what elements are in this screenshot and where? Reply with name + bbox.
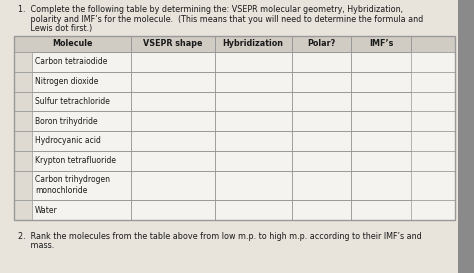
Bar xyxy=(351,52,411,72)
Bar xyxy=(292,200,351,220)
Bar xyxy=(292,151,351,171)
Bar xyxy=(351,91,411,111)
Text: Water: Water xyxy=(35,206,58,215)
Text: 1.  Complete the following table by determining the: VSEPR molecular geometry, H: 1. Complete the following table by deter… xyxy=(18,5,403,14)
Bar xyxy=(14,52,455,72)
Bar xyxy=(14,36,131,52)
Bar xyxy=(14,52,32,72)
Text: F: F xyxy=(21,156,25,165)
Bar xyxy=(458,0,474,273)
Bar xyxy=(14,171,455,200)
Text: mass.: mass. xyxy=(18,242,54,251)
Bar xyxy=(292,91,351,111)
Bar xyxy=(351,72,411,91)
Text: C: C xyxy=(20,97,26,106)
Bar xyxy=(14,111,131,131)
Bar xyxy=(351,36,411,52)
Bar xyxy=(14,72,32,91)
Bar xyxy=(14,111,455,131)
Bar xyxy=(292,52,351,72)
Bar xyxy=(131,91,215,111)
Text: A: A xyxy=(20,57,26,66)
Bar xyxy=(14,151,131,171)
Text: B: B xyxy=(20,77,26,86)
Bar xyxy=(351,111,411,131)
Bar xyxy=(14,91,131,111)
Text: Boron trihydride: Boron trihydride xyxy=(35,117,98,126)
Text: Hydrocyanic acid: Hydrocyanic acid xyxy=(35,136,101,146)
Text: Hybridization: Hybridization xyxy=(223,40,284,49)
Text: 2.  Rank the molecules from the table above from low m.p. to high m.p. according: 2. Rank the molecules from the table abo… xyxy=(18,232,422,241)
Bar xyxy=(131,171,215,200)
Bar xyxy=(292,111,351,131)
Bar xyxy=(351,200,411,220)
Bar xyxy=(351,171,411,200)
Bar xyxy=(292,131,351,151)
Bar xyxy=(292,171,351,200)
Text: Molecule: Molecule xyxy=(52,40,93,49)
Bar xyxy=(14,91,32,111)
Text: Sulfur tetrachloride: Sulfur tetrachloride xyxy=(35,97,110,106)
Bar xyxy=(215,91,292,111)
Bar xyxy=(14,72,131,91)
Bar xyxy=(14,131,131,151)
Bar xyxy=(131,200,215,220)
Text: Lewis dot first.): Lewis dot first.) xyxy=(18,24,92,33)
Bar xyxy=(14,111,32,131)
Bar xyxy=(14,72,455,91)
Bar xyxy=(14,131,32,151)
Bar xyxy=(131,36,215,52)
Text: Carbon tetraiodide: Carbon tetraiodide xyxy=(35,57,108,66)
Text: Polar?: Polar? xyxy=(308,40,336,49)
Bar xyxy=(292,72,351,91)
Text: polarity and IMF’s for the molecule.  (This means that you will need to determin: polarity and IMF’s for the molecule. (Th… xyxy=(18,14,423,23)
Bar xyxy=(131,111,215,131)
Text: IMF’s: IMF’s xyxy=(369,40,393,49)
Text: E: E xyxy=(21,136,26,146)
Text: Krypton tetrafluoride: Krypton tetrafluoride xyxy=(35,156,116,165)
Bar xyxy=(14,131,455,151)
Bar xyxy=(14,200,131,220)
Text: Carbon trihydrogen
monochloride: Carbon trihydrogen monochloride xyxy=(35,175,110,195)
Bar xyxy=(215,52,292,72)
Bar xyxy=(14,36,455,220)
Bar xyxy=(215,200,292,220)
Bar xyxy=(14,200,32,220)
Text: H: H xyxy=(20,206,26,215)
Text: Nitrogen dioxide: Nitrogen dioxide xyxy=(35,77,99,86)
Bar xyxy=(14,171,32,200)
Bar xyxy=(14,91,455,111)
Bar xyxy=(215,111,292,131)
Bar xyxy=(215,131,292,151)
Bar xyxy=(131,131,215,151)
Bar xyxy=(131,72,215,91)
Bar xyxy=(14,200,455,220)
Text: D: D xyxy=(20,117,26,126)
Bar xyxy=(215,36,292,52)
Bar xyxy=(131,151,215,171)
Text: G: G xyxy=(20,181,26,190)
Bar xyxy=(215,151,292,171)
Bar xyxy=(351,131,411,151)
Bar xyxy=(215,171,292,200)
Bar xyxy=(14,151,455,171)
Bar xyxy=(14,36,455,52)
Text: VSEPR shape: VSEPR shape xyxy=(143,40,202,49)
Bar xyxy=(215,72,292,91)
Bar xyxy=(14,171,131,200)
Bar xyxy=(14,151,32,171)
Bar xyxy=(351,151,411,171)
Bar xyxy=(131,52,215,72)
Bar xyxy=(292,36,351,52)
Bar xyxy=(14,52,131,72)
